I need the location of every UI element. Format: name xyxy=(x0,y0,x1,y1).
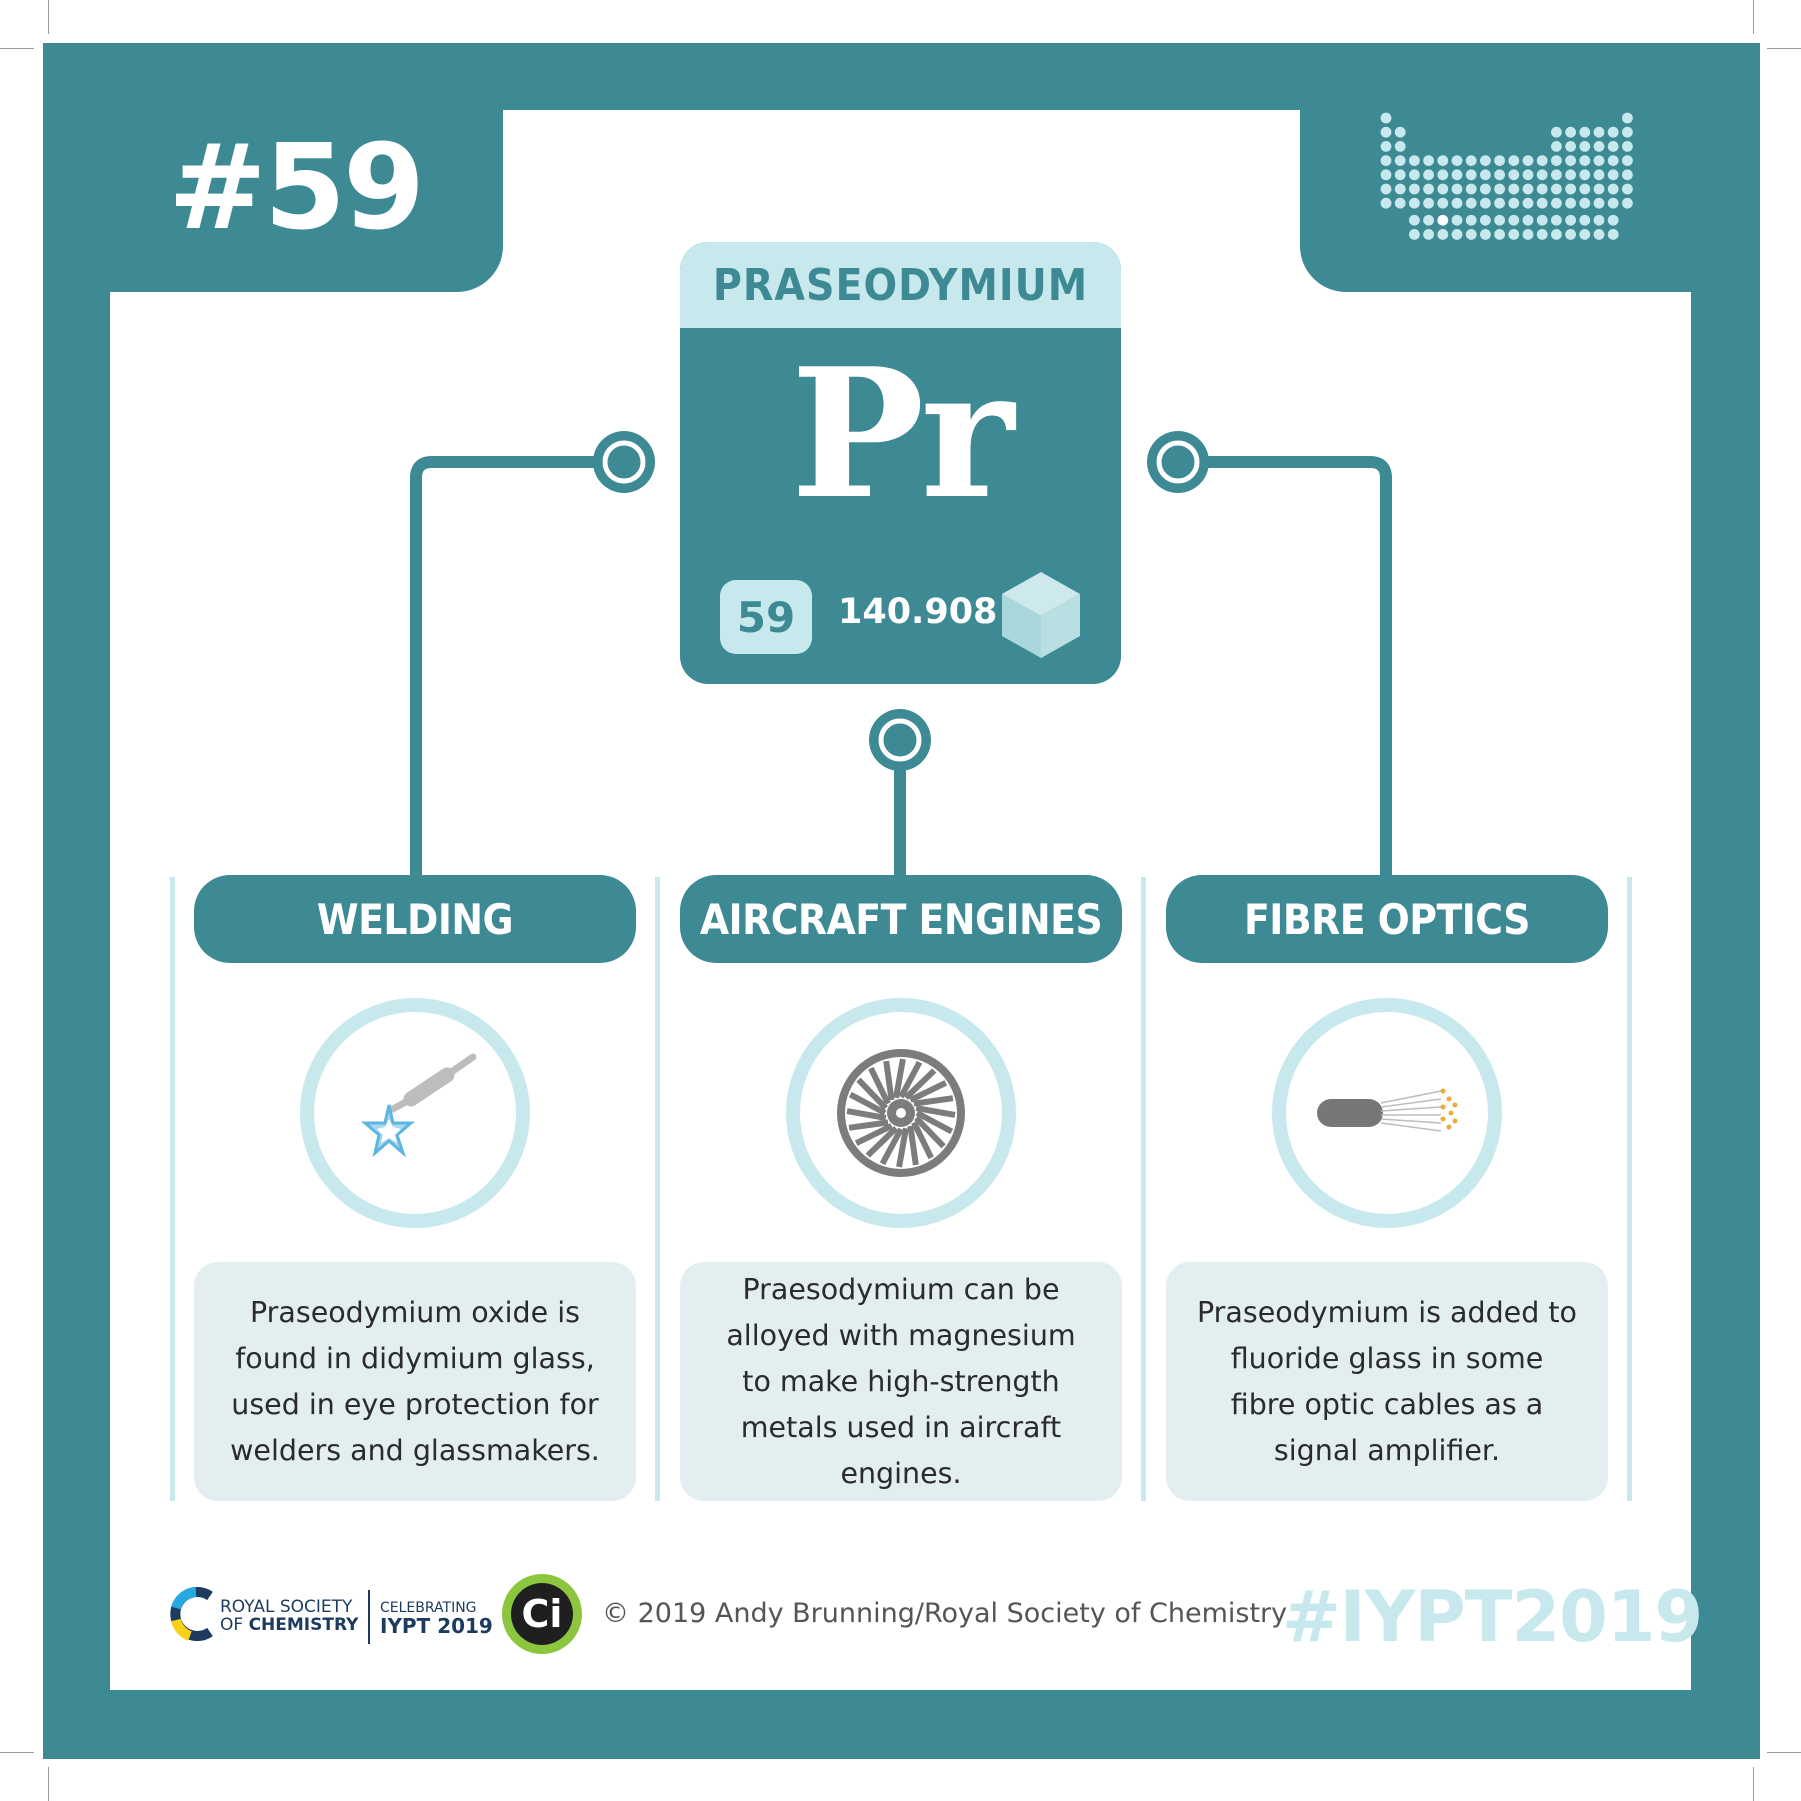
crop-mark xyxy=(1767,1752,1801,1753)
crop-mark xyxy=(48,1767,49,1801)
rsc-logo-text: ROYAL SOCIETY OF CHEMISTRY xyxy=(220,1598,360,1634)
atomic-mass: 140.908 xyxy=(838,592,998,632)
column-divider xyxy=(1141,877,1146,1501)
ci-logo-icon xyxy=(502,1574,582,1654)
use-description-aircraft-engines: Praesodymium can be alloyed with magnesi… xyxy=(680,1262,1122,1501)
cube-icon xyxy=(1002,572,1080,658)
atomic-number-badge: 59 xyxy=(720,580,812,654)
element-number-heading: #59 xyxy=(168,118,425,256)
use-description-fibre-optics: Praseodymium is added to fluoride glass … xyxy=(1166,1262,1608,1501)
column-divider xyxy=(1627,877,1632,1501)
rsc-line-2: OF CHEMISTRY xyxy=(220,1615,359,1635)
rsc-logo-icon xyxy=(170,1587,213,1641)
jet-engine-icon xyxy=(786,998,1016,1228)
use-title-fibre-optics: FIBRE OPTICS xyxy=(1166,875,1608,963)
connector-node-left xyxy=(593,431,655,493)
use-text: Praesodymium can be alloyed with magnesi… xyxy=(726,1272,1076,1490)
element-name: PRASEODYMIUM xyxy=(712,259,1089,311)
use-description-welding: Praseodymium oxide is found in didymium … xyxy=(194,1262,636,1501)
fibre-optic-cable-icon xyxy=(1272,998,1502,1228)
crop-mark xyxy=(1753,0,1754,34)
use-text: Praseodymium oxide is found in didymium … xyxy=(230,1295,600,1467)
periodic-table-icon xyxy=(1380,112,1633,240)
ci-logo-text: Ci xyxy=(521,1592,563,1636)
table-tab xyxy=(1300,43,1760,292)
copyright-text: © 2019 Andy Brunning/Royal Society of Ch… xyxy=(602,1598,1288,1629)
connector-right xyxy=(1178,456,1392,878)
element-card: PRASEODYMIUM Pr 59 140.908 xyxy=(680,242,1121,684)
hashtag-text: #IYPT2019 xyxy=(1282,1576,1703,1658)
column-divider xyxy=(655,877,660,1501)
celebrating-label: CELEBRATING xyxy=(380,1600,477,1616)
element-name-header: PRASEODYMIUM xyxy=(680,242,1121,328)
use-text: Praseodymium is added to fluoride glass … xyxy=(1197,1295,1577,1467)
connector-node-center xyxy=(869,709,931,771)
rsc-line-1: ROYAL SOCIETY xyxy=(220,1597,353,1617)
use-title-welding: WELDING xyxy=(194,875,636,963)
element-symbol: Pr xyxy=(790,329,1015,538)
crop-mark xyxy=(1767,48,1801,49)
crop-mark xyxy=(0,1752,34,1753)
crop-mark xyxy=(0,48,34,49)
crop-mark xyxy=(48,0,49,34)
use-title-aircraft-engines: AIRCRAFT ENGINES xyxy=(680,875,1122,963)
crop-mark xyxy=(1753,1767,1754,1801)
iypt-label: IYPT 2019 xyxy=(380,1614,493,1638)
connector-node-right xyxy=(1147,431,1209,493)
number-tab xyxy=(43,43,503,292)
column-divider xyxy=(170,877,175,1501)
connector-left xyxy=(410,456,624,878)
logo-separator xyxy=(368,1590,370,1644)
welding-torch-icon xyxy=(300,998,530,1228)
